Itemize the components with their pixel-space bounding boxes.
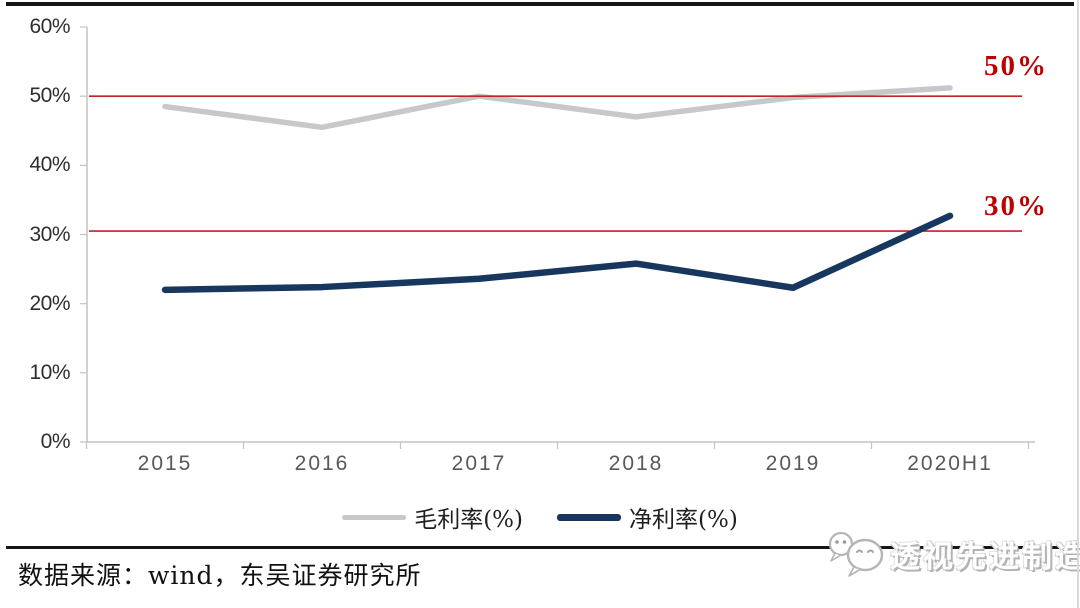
y-tick-label: 50% bbox=[29, 84, 70, 108]
legend-item-gross-margin: 毛利率(%) bbox=[342, 500, 523, 534]
page-right-border bbox=[1077, 0, 1079, 608]
y-tick-label: 10% bbox=[29, 360, 70, 384]
legend-swatch-gross-margin bbox=[342, 514, 407, 520]
y-tick-label: 20% bbox=[29, 291, 70, 315]
x-tick-label: 2018 bbox=[608, 452, 664, 475]
legend-label-gross-margin: 毛利率(%) bbox=[414, 507, 523, 533]
legend-swatch-net-margin bbox=[557, 513, 621, 521]
legend-label-net-margin: 净利率(%) bbox=[629, 507, 738, 533]
x-tick-label: 2015 bbox=[137, 452, 193, 475]
watermark: 透视先进制造 bbox=[826, 529, 1080, 579]
chat-bubbles-icon bbox=[828, 531, 884, 577]
line-chart bbox=[80, 26, 1035, 449]
top-divider bbox=[6, 2, 1074, 6]
net-margin-line bbox=[161, 212, 954, 294]
chart-legend: 毛利率(%) 净利率(%) bbox=[0, 500, 1080, 534]
footer-divider bbox=[6, 546, 1073, 549]
legend-item-net-margin: 净利率(%) bbox=[557, 500, 738, 534]
y-tick-label: 30% bbox=[29, 222, 70, 246]
data-source-text: 数据来源：wind，东吴证券研究所 bbox=[18, 561, 422, 590]
y-tick-label: 40% bbox=[29, 153, 70, 177]
gross-margin-line bbox=[162, 85, 953, 131]
y-tick-label: 0% bbox=[40, 430, 71, 453]
reference-label-50: 50% bbox=[984, 50, 1048, 82]
x-tick-label: 2019 bbox=[765, 452, 821, 475]
x-tick-label: 2020H1 bbox=[907, 452, 993, 475]
x-tick-label: 2016 bbox=[294, 452, 350, 475]
reference-label-30: 30% bbox=[984, 190, 1048, 222]
x-tick-label: 2017 bbox=[451, 452, 507, 475]
watermark-text: 透视先进制造 bbox=[890, 540, 1080, 575]
y-tick-label: 60% bbox=[29, 15, 70, 38]
